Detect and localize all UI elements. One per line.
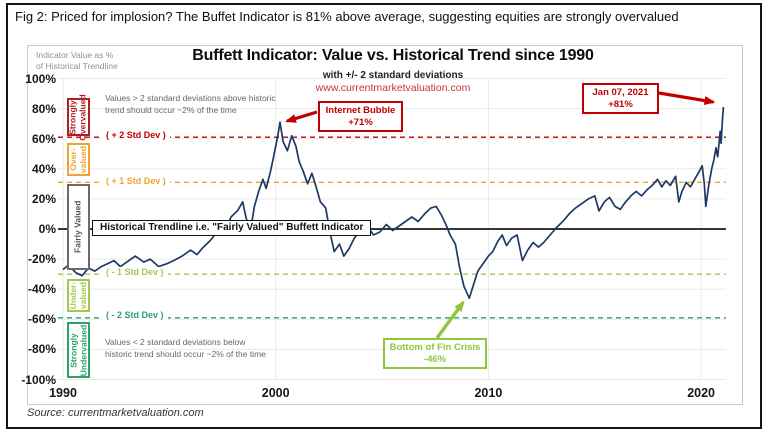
website-url: www.currentmarketvaluation.com (315, 82, 471, 94)
y-axis-tick-label: -80% (27, 342, 56, 357)
y-axis-tick-label: -60% (27, 312, 56, 327)
plus-2-std-dev-label: ( + 2 Std Dev ) (102, 130, 170, 140)
x-axis-tick-label: 2000 (261, 386, 290, 400)
zone-label-line2: Undervalued (77, 324, 88, 376)
y-axis-tick-label: 60% (31, 131, 56, 146)
note-line2: trend should occur ~2% of the time (105, 104, 237, 115)
annotation-value: -46% (423, 353, 447, 365)
zone-strongly-overvalued-label: Strongly Overvalued (68, 93, 88, 141)
annotation-title: Internet Bubble (325, 105, 396, 116)
annotation-title: Bottom of Fin Crisis (389, 342, 481, 353)
figure-caption: Fig 2: Priced for implosion? The Buffet … (15, 9, 679, 24)
chart-subtitle: with +/- 2 standard deviations (322, 70, 464, 81)
zone-label-line1: Strongly (68, 332, 78, 368)
note-below-trend: Values < 2 standard deviations below his… (105, 337, 266, 360)
zone-label-line1: Under- (68, 281, 79, 310)
zone-overvalued-label: Over- valued (68, 146, 88, 173)
y-axis-tick-label: 20% (31, 191, 56, 206)
zone-strongly-undervalued: Strongly Undervalued (67, 322, 90, 378)
annotation-internet-bubble: Internet Bubble +71% (318, 101, 403, 132)
annotation-arrows (285, 91, 716, 340)
x-axis-tick-label: 1990 (49, 386, 77, 400)
plus-1-std-dev-label: ( + 1 Std Dev ) (102, 176, 170, 186)
note-above-trend: Values > 2 standard deviations above his… (105, 93, 276, 116)
chart-title: Buffett Indicator: Value vs. Historical … (192, 47, 594, 64)
source-note: Source: currentmarketvaluation.com (27, 407, 204, 419)
annotation-title: Jan 07, 2021 (592, 87, 649, 98)
zone-strongly-undervalued-label: Strongly Undervalued (68, 324, 88, 376)
y-axis-tick-label: 80% (31, 101, 56, 116)
minus-1-std-dev-label: ( - 1 Std Dev ) (102, 267, 168, 277)
zone-label-line2: valued (77, 146, 88, 173)
note-line1: Values < 2 standard deviations below (105, 337, 246, 347)
zone-undervalued-label: Under- valued (68, 281, 88, 310)
x-axis-tick-label: 2010 (474, 386, 503, 400)
annotation-bottom-fin-crisis: Bottom of Fin Crisis -46% (383, 338, 487, 369)
annotation-value: +81% (608, 98, 633, 110)
zone-label-line1: Fairly Valued (72, 200, 83, 254)
y-axis-tick-label: 40% (31, 161, 56, 176)
y-axis-title-line1: Indicator Value as % (36, 50, 114, 60)
zone-undervalued: Under- valued (67, 279, 90, 312)
x-axis-tick-label: 2020 (687, 386, 715, 400)
note-line1: Values > 2 standard deviations above his… (105, 93, 276, 103)
zone-fairly-valued-label: Fairly Valued (72, 200, 84, 254)
zone-strongly-overvalued: Strongly Overvalued (67, 94, 90, 140)
y-axis-title-line2: of Historical Trendline (36, 60, 118, 71)
y-axis-title: Indicator Value as % of Historical Trend… (36, 50, 118, 71)
y-axis-tick-label: -100% (21, 372, 56, 387)
zone-fairly-valued: Fairly Valued (67, 184, 90, 270)
y-axis-tick-label: -20% (27, 252, 56, 267)
annotation-value: +71% (348, 116, 373, 128)
note-line2: historic trend should occur ~2% of the t… (105, 348, 266, 359)
zone-label-line2: valued (77, 282, 88, 309)
annotation-jan-07-2021: Jan 07, 2021 +81% (582, 83, 659, 114)
trendline-label: Historical Trendline i.e. "Fairly Valued… (92, 220, 372, 236)
y-axis-tick-label: -40% (27, 282, 56, 297)
minus-2-std-dev-label: ( - 2 Std Dev ) (102, 310, 168, 320)
zone-label-line2: Overvalued (77, 93, 88, 141)
zone-overvalued: Over- valued (67, 143, 90, 176)
y-axis-tick-label: 100% (25, 71, 56, 86)
y-axis-tick-label: 0% (38, 222, 56, 236)
